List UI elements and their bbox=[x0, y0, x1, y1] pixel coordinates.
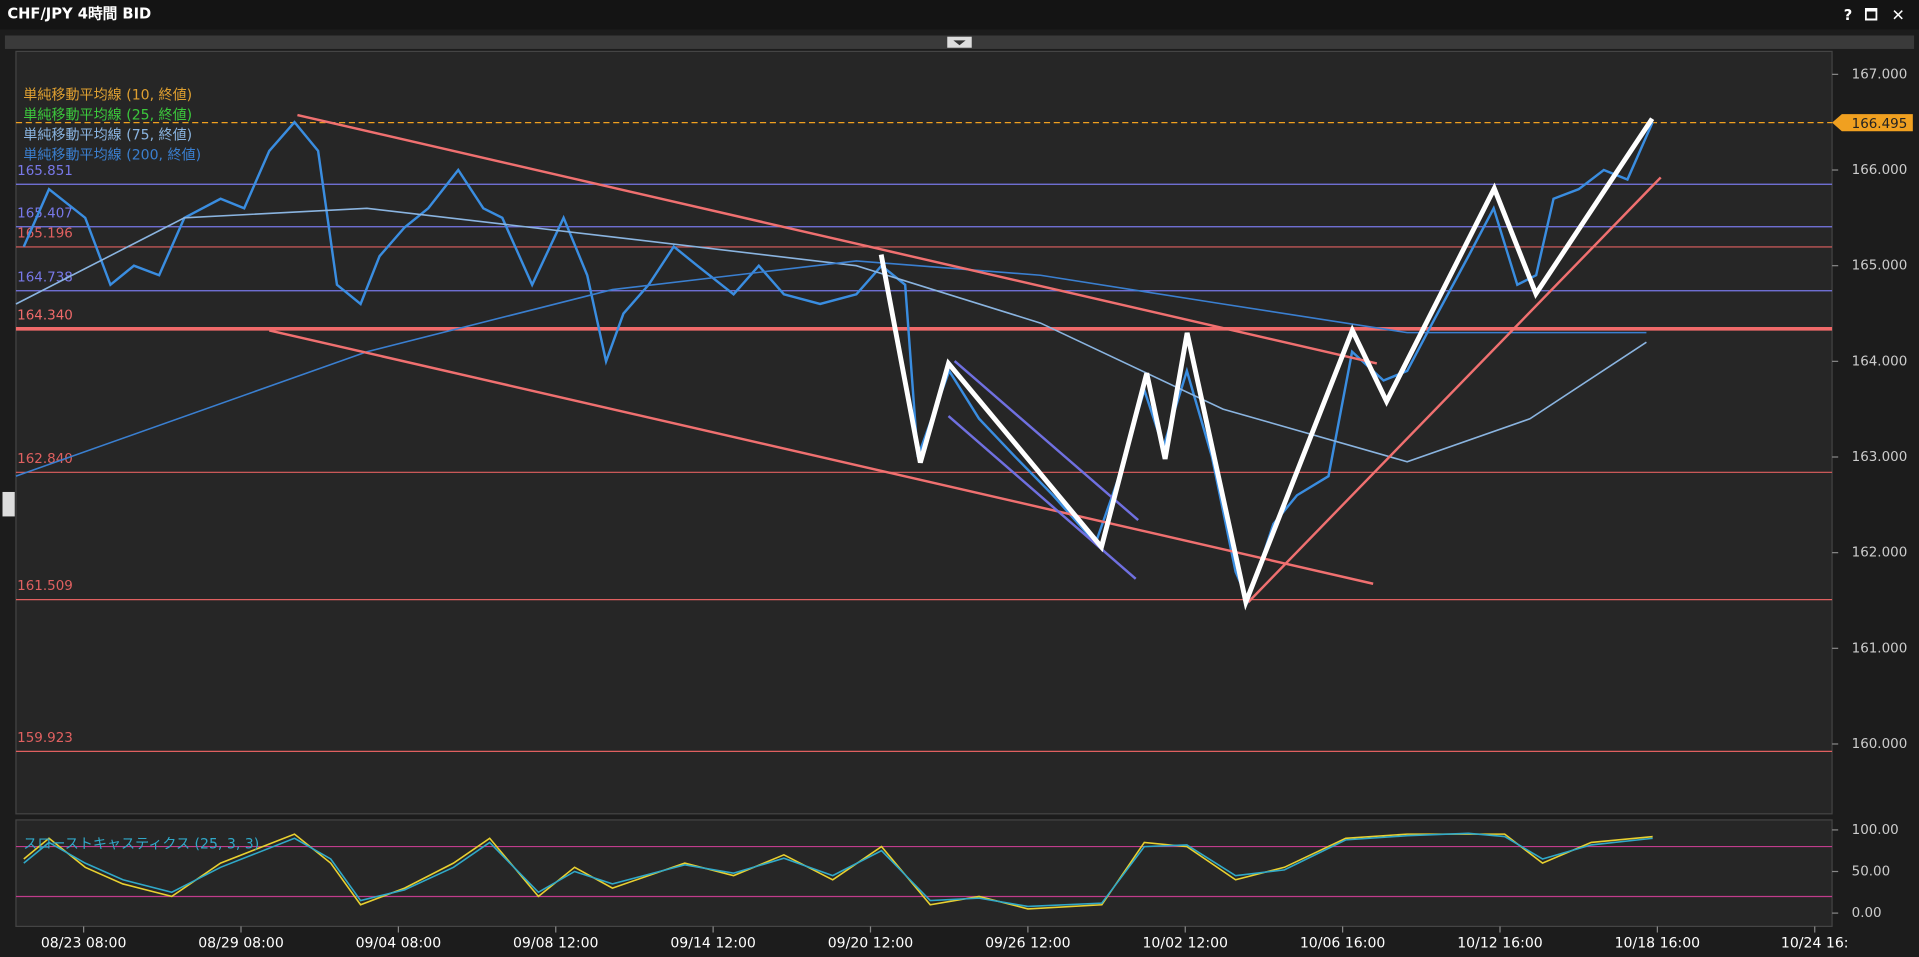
current-price-tag bbox=[1832, 114, 1913, 132]
level-label: 162.840 bbox=[17, 452, 73, 467]
x-tick-label: 09/04 08:00 bbox=[356, 936, 442, 952]
sub-plot-area bbox=[15, 819, 1833, 928]
current-price-label: 166.495 bbox=[1852, 117, 1908, 132]
side-toggle[interactable] bbox=[2, 491, 15, 517]
x-tick-label: 08/29 08:00 bbox=[198, 936, 284, 952]
x-tick-label: 10/12 16:00 bbox=[1457, 936, 1543, 952]
y-tick-label: 166.000 bbox=[1852, 163, 1908, 178]
series-line bbox=[15, 260, 1647, 477]
legend-entry: 単純移動平均線 (25, 終値) bbox=[23, 107, 192, 123]
level-label: 159.923 bbox=[17, 731, 73, 746]
x-tick-label: 10/06 16:00 bbox=[1300, 936, 1386, 952]
legend-entry: 単純移動平均線 (75, 終値) bbox=[23, 127, 192, 143]
y-tick-label: 161.000 bbox=[1852, 641, 1908, 656]
legend-entry: 単純移動平均線 (10, 終値) bbox=[23, 87, 192, 103]
trendline bbox=[1247, 176, 1662, 603]
series-line bbox=[15, 207, 1647, 463]
level-label: 165.407 bbox=[17, 206, 73, 221]
y-tick-label: 167.000 bbox=[1852, 67, 1908, 82]
series-line bbox=[23, 832, 1653, 908]
y-tick-label: 100.00 bbox=[1852, 823, 1899, 838]
drawn-trendlines bbox=[269, 113, 1662, 611]
x-tick-label: 10/24 16: bbox=[1781, 936, 1849, 952]
trendline bbox=[269, 329, 1374, 585]
maximize-button[interactable]: 🗖 bbox=[1864, 7, 1878, 24]
close-button[interactable]: ✕ bbox=[1891, 5, 1904, 24]
y-tick-label: 164.000 bbox=[1852, 354, 1908, 369]
series-line bbox=[22, 120, 1654, 604]
layers: 160.000 161.000 162.000 163.000 164.000 165.0… bbox=[15, 67, 1913, 952]
help-button[interactable]: ? bbox=[1844, 7, 1853, 24]
x-tick-label: 10/02 12:00 bbox=[1142, 936, 1228, 952]
main-plot-area bbox=[15, 50, 1833, 815]
channel-line bbox=[953, 360, 1139, 522]
y-tick-label: 163.000 bbox=[1852, 450, 1908, 465]
y-tick-label: 160.000 bbox=[1852, 737, 1908, 752]
x-tick-label: 10/18 16:00 bbox=[1615, 936, 1701, 952]
title-bar bbox=[0, 0, 1919, 30]
panel-title: スローストキャスティクス (25, 3, 3) bbox=[23, 836, 259, 852]
level-label: 165.196 bbox=[17, 226, 73, 241]
window-title: CHF/JPY 4時間 BID bbox=[7, 5, 151, 23]
x-tick-label: 09/26 12:00 bbox=[985, 936, 1071, 952]
legend-entry: 単純移動平均線 (200, 終値) bbox=[23, 147, 201, 163]
level-label: 164.340 bbox=[17, 308, 73, 323]
level-label: 165.851 bbox=[17, 164, 73, 179]
channel-line bbox=[947, 415, 1137, 580]
y-tick-label: 162.000 bbox=[1852, 546, 1908, 561]
trendline bbox=[297, 113, 1378, 365]
level-label: 161.509 bbox=[17, 579, 73, 594]
toolbar-arrow bbox=[953, 40, 966, 46]
x-tick-label: 08/23 08:00 bbox=[41, 936, 127, 952]
x-tick-label: 09/20 12:00 bbox=[828, 936, 914, 952]
y-tick-label: 50.00 bbox=[1852, 865, 1891, 880]
y-tick-label: 0.00 bbox=[1852, 906, 1882, 921]
series-line bbox=[23, 833, 1653, 910]
level-label: 164.738 bbox=[17, 270, 73, 285]
y-tick-label: 165.000 bbox=[1852, 259, 1908, 274]
x-tick-label: 09/08 12:00 bbox=[513, 936, 599, 952]
zigzag-annotation bbox=[878, 117, 1655, 611]
x-tick-label: 09/14 12:00 bbox=[670, 936, 756, 952]
